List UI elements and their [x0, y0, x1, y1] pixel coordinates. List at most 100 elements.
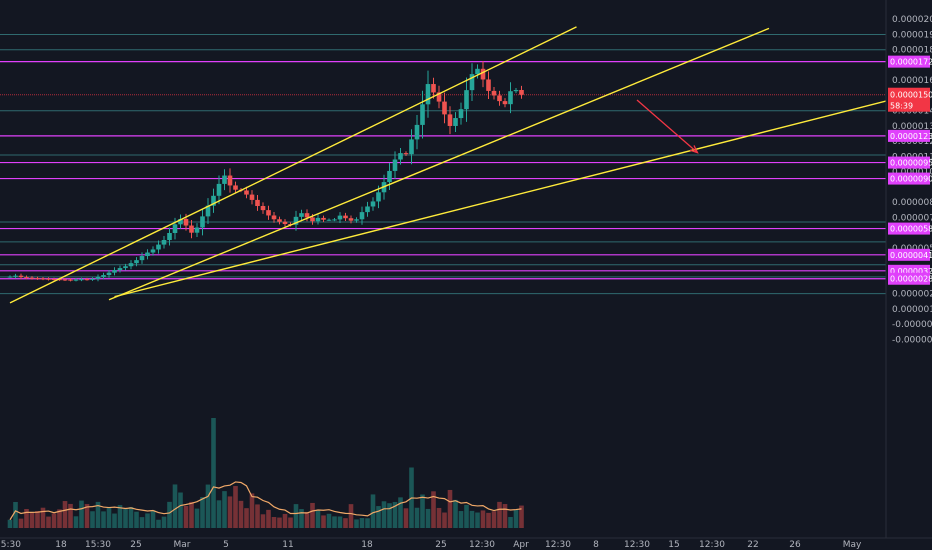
volume-bar: [315, 510, 321, 528]
volume-bar: [178, 492, 183, 528]
volume-bar: [282, 513, 288, 528]
projection-arrow[interactable]: [636, 99, 698, 154]
volume-bar: [277, 517, 282, 528]
level-price-label: 0.00001722: [890, 58, 932, 67]
volume-bar: [13, 502, 18, 528]
volume-bar: [139, 517, 145, 528]
level-price-badge: [888, 248, 930, 261]
volume-bar: [62, 501, 68, 528]
candle-body: [310, 217, 315, 222]
candle-body: [293, 216, 299, 225]
x-tick-label: 12:30: [545, 540, 571, 550]
volume-bar: [453, 499, 458, 528]
candle-body: [502, 101, 508, 105]
candle-body: [145, 252, 150, 257]
volume-bar: [337, 516, 343, 528]
volume-bar: [238, 500, 244, 528]
volume-bar: [7, 519, 13, 528]
x-tick-label: Apr: [513, 540, 529, 550]
volume-bar: [73, 516, 79, 528]
volume-bar: [354, 519, 359, 528]
candle-body: [469, 74, 475, 91]
volume-bar: [271, 517, 277, 528]
candle-body: [167, 233, 172, 241]
candle-body: [277, 219, 282, 222]
x-tick-label: 15:30: [85, 540, 111, 550]
volume-bar: [326, 513, 332, 528]
x-tick-label: 22: [747, 540, 758, 550]
candle-body: [480, 68, 486, 80]
candle-body: [183, 218, 189, 226]
candle-body: [354, 219, 359, 221]
candle-body: [249, 194, 255, 200]
candle-body: [282, 221, 288, 225]
candle-body: [271, 215, 277, 220]
candle-body: [343, 215, 348, 219]
candle-body: [189, 225, 194, 233]
candle-body: [453, 118, 458, 126]
level-price-badge: [888, 272, 930, 285]
volume-bar: [189, 501, 194, 528]
level-price-label: 0.00000287: [890, 275, 932, 284]
candle-body: [13, 275, 18, 277]
candle-body: [227, 175, 233, 186]
candle-body: [205, 205, 211, 217]
y-tick-label: 0.00000100: [892, 305, 932, 315]
volume-bar: [200, 497, 205, 528]
candle-body: [139, 256, 145, 261]
candle-body: [222, 175, 227, 184]
volume-bar: [211, 418, 216, 528]
candle-body: [414, 124, 420, 140]
level-price-label: 0.00000908: [890, 175, 932, 184]
volume-bar: [101, 511, 106, 528]
x-tick-label: 12:30: [699, 540, 725, 550]
candle-body: [7, 276, 13, 278]
volume-bar: [343, 518, 348, 528]
volume-bar: [68, 503, 73, 528]
candle-body: [178, 218, 183, 225]
candle-body: [95, 276, 101, 279]
candle-body: [436, 92, 442, 102]
volume-bar: [431, 491, 436, 528]
y-tick-label: 0.00000800: [892, 198, 932, 208]
volume-bar: [513, 509, 519, 528]
candle-body: [35, 278, 40, 280]
level-price-label: 0.00001235: [890, 132, 932, 141]
volume-bar: [167, 501, 172, 528]
candle-body: [46, 278, 51, 280]
volume-bar: [403, 508, 409, 528]
level-price-badge: [888, 222, 930, 235]
volume-bar: [24, 509, 29, 528]
trendline[interactable]: [9, 26, 577, 304]
candle-body: [156, 244, 161, 250]
x-tick-label: 26: [789, 540, 801, 550]
trendline[interactable]: [108, 27, 770, 301]
candle-body: [260, 206, 266, 211]
candle-body: [244, 190, 249, 195]
level-price-label: 0.00000953: [890, 159, 932, 168]
level-price-badge: [888, 156, 930, 169]
volume-bar: [194, 508, 200, 528]
volume-bar: [128, 507, 134, 528]
candle-body: [161, 240, 167, 245]
candle-body: [359, 212, 365, 220]
y-tick-label: 0.00002000: [892, 15, 932, 25]
volume-bar: [205, 484, 211, 528]
y-tick-label: -0.00000100: [892, 335, 932, 345]
level-price-label: 0.00000323: [890, 267, 932, 276]
volume-bar: [35, 511, 40, 528]
volume-bar: [321, 515, 326, 528]
volume-bar: [123, 509, 128, 528]
volume-bar: [425, 508, 431, 528]
trendline[interactable]: [114, 99, 891, 298]
x-tick-label: 25: [435, 540, 446, 550]
candle-body: [233, 185, 238, 190]
volume-bar: [95, 501, 101, 528]
candle-body: [150, 249, 156, 253]
candle-body: [112, 270, 117, 273]
x-tick-label: 8: [593, 540, 599, 550]
volume-bar: [398, 497, 403, 528]
candle-body: [194, 227, 200, 233]
